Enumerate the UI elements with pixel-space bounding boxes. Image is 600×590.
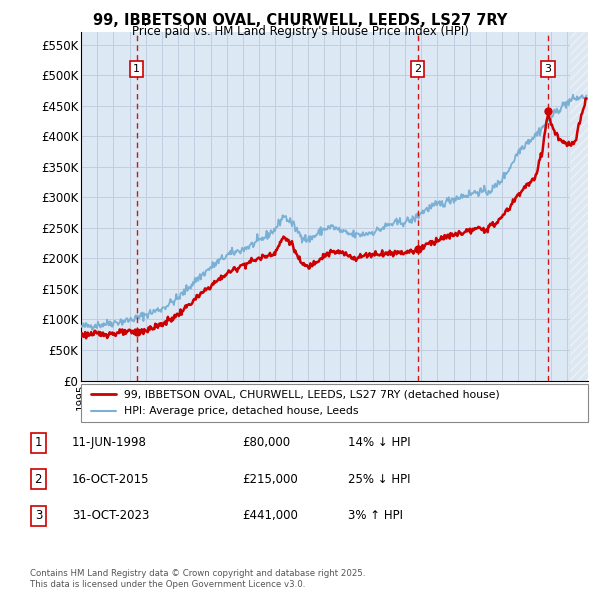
Text: 11-JUN-1998: 11-JUN-1998 bbox=[72, 437, 147, 450]
Text: 25% ↓ HPI: 25% ↓ HPI bbox=[348, 473, 410, 486]
Text: Price paid vs. HM Land Registry's House Price Index (HPI): Price paid vs. HM Land Registry's House … bbox=[131, 25, 469, 38]
Text: 99, IBBETSON OVAL, CHURWELL, LEEDS, LS27 7RY: 99, IBBETSON OVAL, CHURWELL, LEEDS, LS27… bbox=[93, 13, 507, 28]
Text: Contains HM Land Registry data © Crown copyright and database right 2025.
This d: Contains HM Land Registry data © Crown c… bbox=[30, 569, 365, 589]
Text: 3% ↑ HPI: 3% ↑ HPI bbox=[348, 509, 403, 522]
FancyBboxPatch shape bbox=[81, 384, 588, 422]
Text: 3: 3 bbox=[544, 64, 551, 74]
Text: 31-OCT-2023: 31-OCT-2023 bbox=[72, 509, 149, 522]
Text: 14% ↓ HPI: 14% ↓ HPI bbox=[348, 437, 410, 450]
Bar bbox=[569, 32, 588, 381]
Text: 16-OCT-2015: 16-OCT-2015 bbox=[72, 473, 149, 486]
Text: £441,000: £441,000 bbox=[242, 509, 298, 522]
Text: 3: 3 bbox=[35, 509, 42, 522]
Text: 99, IBBETSON OVAL, CHURWELL, LEEDS, LS27 7RY (detached house): 99, IBBETSON OVAL, CHURWELL, LEEDS, LS27… bbox=[124, 389, 500, 399]
Text: 2: 2 bbox=[35, 473, 42, 486]
Text: 1: 1 bbox=[35, 437, 42, 450]
Text: HPI: Average price, detached house, Leeds: HPI: Average price, detached house, Leed… bbox=[124, 406, 359, 416]
Text: 1: 1 bbox=[133, 64, 140, 74]
Bar bbox=[569, 32, 588, 381]
Text: £80,000: £80,000 bbox=[242, 437, 290, 450]
Text: £215,000: £215,000 bbox=[242, 473, 298, 486]
Text: 2: 2 bbox=[414, 64, 421, 74]
